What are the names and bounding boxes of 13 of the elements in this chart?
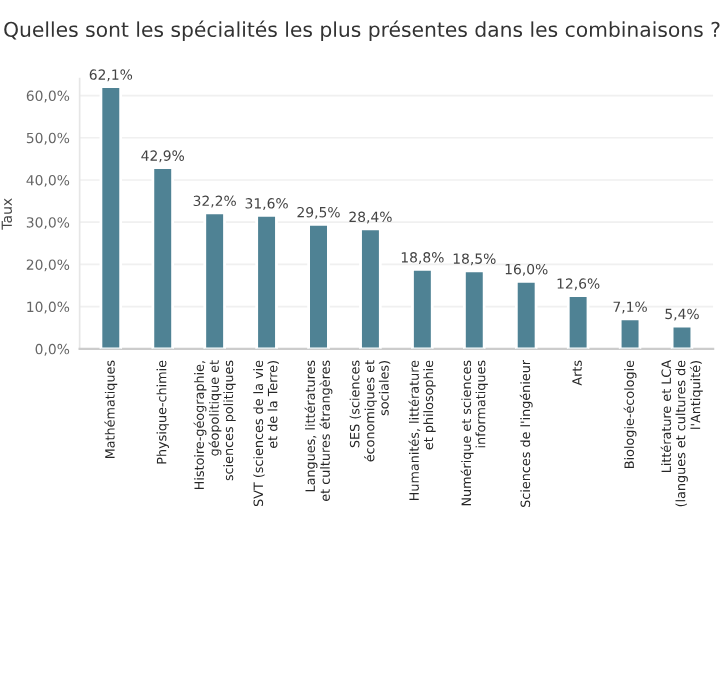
- bar: [359, 227, 382, 349]
- bar: [566, 294, 590, 349]
- bar: [514, 279, 538, 349]
- chart-title: Quelles sont les spécialités les plus présentes dans les combinaisons ?: [4, 20, 720, 41]
- bar: [670, 324, 694, 349]
- bar: [618, 317, 642, 349]
- bar: [151, 166, 174, 349]
- bar: [203, 211, 226, 349]
- bar: [255, 214, 278, 349]
- bar: [307, 222, 330, 349]
- bar: [463, 269, 486, 349]
- bar: [411, 268, 434, 349]
- bar: [99, 85, 123, 349]
